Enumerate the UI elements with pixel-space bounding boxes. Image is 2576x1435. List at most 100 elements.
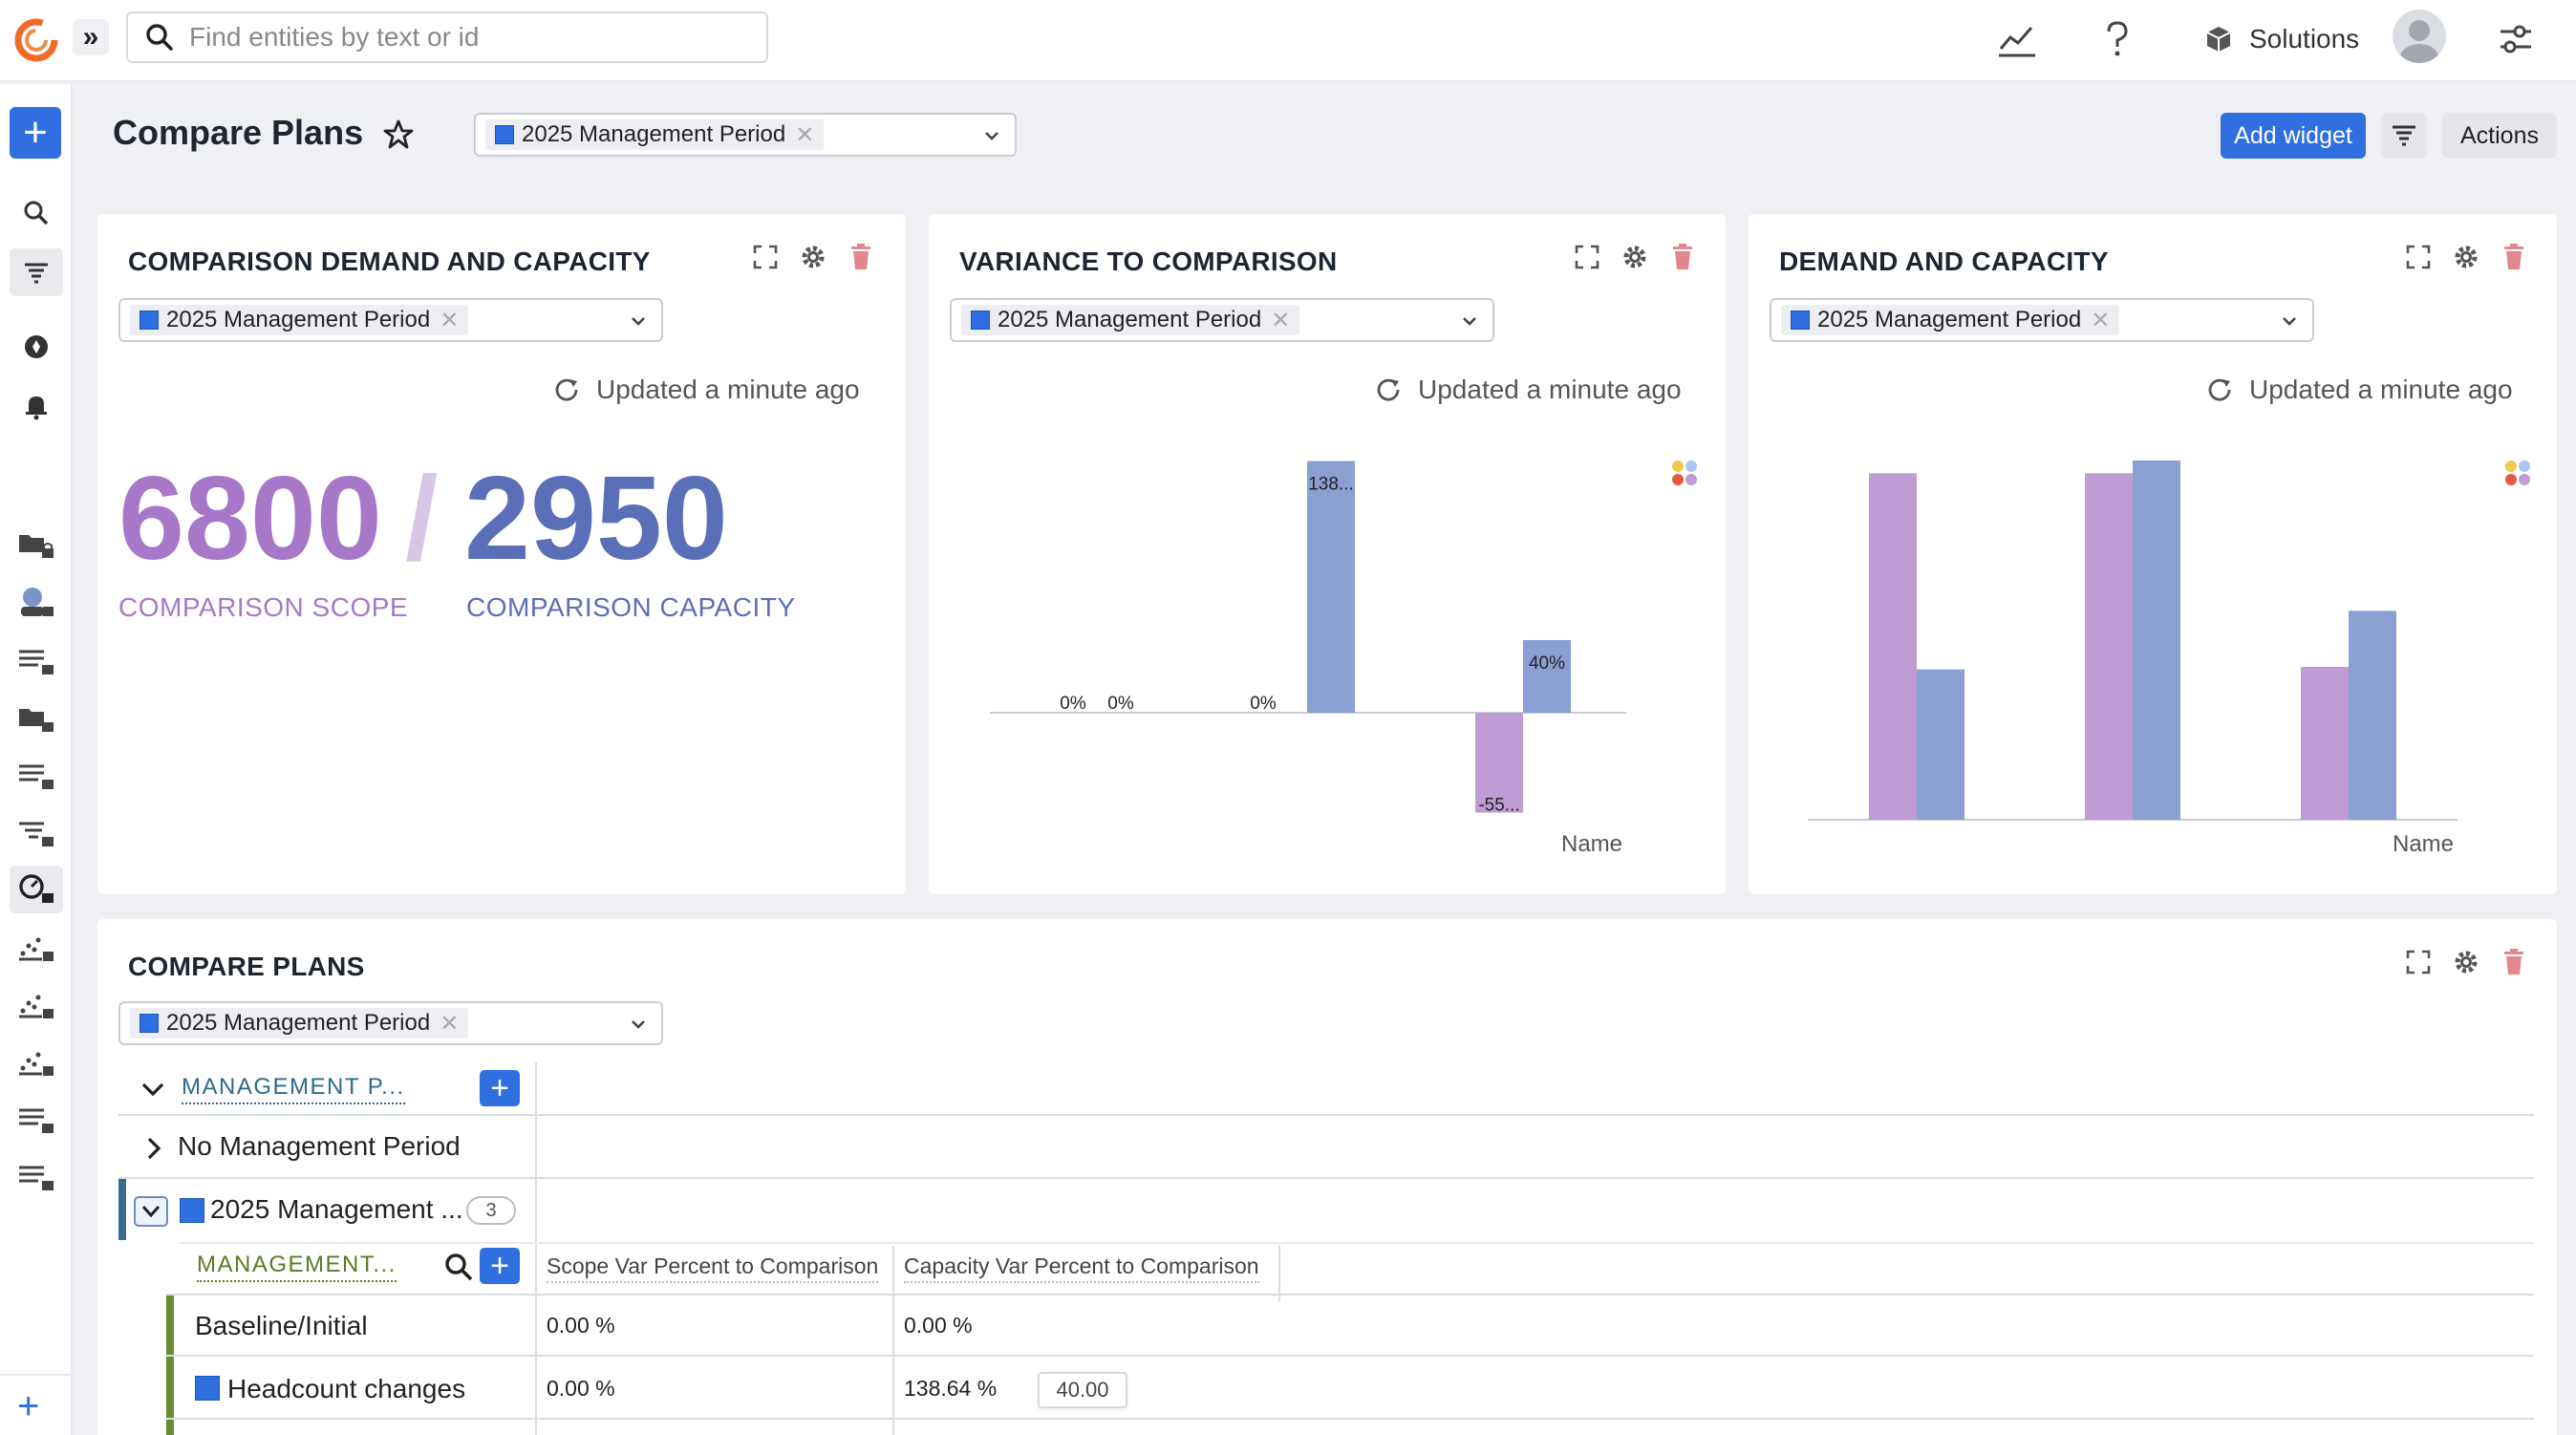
trash-icon[interactable] bbox=[1670, 243, 1695, 271]
period-color-swatch bbox=[971, 311, 990, 330]
column-header-scope-var[interactable]: Scope Var Percent to Comparison bbox=[547, 1253, 879, 1283]
rail-divider bbox=[0, 1374, 73, 1376]
trash-icon[interactable] bbox=[848, 243, 873, 271]
rail-notifications-icon[interactable] bbox=[10, 382, 63, 430]
add-widget-button[interactable]: Add widget bbox=[2221, 113, 2366, 159]
app-logo[interactable] bbox=[10, 13, 63, 67]
row-drag-handle[interactable] bbox=[166, 1296, 174, 1435]
rail-folder-lock-icon-2[interactable] bbox=[10, 696, 63, 743]
expand-sidebar-button[interactable]: » bbox=[73, 19, 109, 55]
widget-3-period-select[interactable]: 2025 Management Period ✕ bbox=[1770, 298, 2314, 342]
solutions-menu[interactable]: Solutions bbox=[2203, 15, 2359, 63]
remove-chip-icon[interactable]: ✕ bbox=[1271, 307, 1291, 333]
rail-person-lock-icon[interactable] bbox=[10, 579, 63, 627]
rail-folder-lock-icon[interactable] bbox=[10, 522, 63, 569]
cube-icon bbox=[2206, 27, 2231, 52]
remove-chip-icon[interactable]: ✕ bbox=[440, 1010, 460, 1037]
period-color-swatch bbox=[1791, 311, 1810, 330]
column-header-capacity-var[interactable]: Capacity Var Percent to Comparison bbox=[904, 1253, 1259, 1283]
row-divider bbox=[180, 1242, 2534, 1244]
period-chip-label: 2025 Management Period bbox=[1817, 307, 2082, 332]
settings-sliders-icon[interactable] bbox=[2492, 15, 2540, 63]
chevron-down-icon bbox=[141, 1206, 161, 1218]
refresh-icon[interactable] bbox=[1374, 375, 1403, 404]
widget-2-period-select[interactable]: 2025 Management Period ✕ bbox=[950, 298, 1494, 342]
refresh-icon[interactable] bbox=[552, 375, 581, 404]
period-color-swatch bbox=[140, 1014, 159, 1033]
cell-headcount-scope-var[interactable]: 0.00 % bbox=[547, 1376, 615, 1401]
solutions-label: Solutions bbox=[2249, 24, 2360, 54]
gear-icon[interactable] bbox=[799, 243, 827, 271]
subgroup-header-management[interactable]: MANAGEMENT... bbox=[197, 1252, 397, 1282]
rail-list-lock-icon-2[interactable] bbox=[10, 753, 63, 801]
cell-edit-tooltip[interactable]: 40.00 bbox=[1038, 1372, 1127, 1408]
filter-button[interactable] bbox=[2381, 113, 2427, 159]
period-chip: 2025 Management Period ✕ bbox=[130, 1008, 469, 1039]
period-chip-label: 2025 Management Period bbox=[166, 1010, 431, 1036]
rail-scatter-lock-icon-2[interactable] bbox=[10, 982, 63, 1030]
period-chip: 2025 Management Period ✕ bbox=[1781, 305, 2120, 335]
analytics-icon[interactable] bbox=[1993, 15, 2041, 63]
trash-icon[interactable] bbox=[2501, 243, 2526, 271]
value-separator: / bbox=[405, 453, 439, 585]
comparison-scope-value: 6800 bbox=[118, 453, 382, 585]
rail-filter-icon[interactable] bbox=[10, 248, 63, 296]
rail-compass-icon[interactable] bbox=[10, 323, 63, 371]
gear-icon[interactable] bbox=[1621, 243, 1649, 271]
rail-list-lock-icon-1[interactable] bbox=[10, 638, 63, 686]
page-period-select[interactable]: 2025 Management Period ✕ bbox=[474, 113, 1017, 157]
search-input[interactable] bbox=[189, 22, 724, 53]
global-search[interactable] bbox=[126, 11, 768, 63]
favorite-star-icon[interactable] bbox=[382, 118, 415, 151]
row-headcount-changes[interactable]: Headcount changes bbox=[227, 1374, 466, 1403]
fullscreen-icon[interactable] bbox=[1575, 245, 1599, 269]
cell-headcount-capacity-var[interactable]: 138.64 % bbox=[904, 1376, 998, 1401]
group-header-management-period[interactable]: MANAGEMENT P... bbox=[182, 1074, 405, 1104]
cell-baseline-capacity-var[interactable]: 0.00 % bbox=[904, 1313, 973, 1338]
user-avatar[interactable] bbox=[2393, 10, 2446, 63]
gear-icon[interactable] bbox=[2452, 948, 2480, 976]
actions-button[interactable]: Actions bbox=[2442, 113, 2557, 159]
collapse-row-toggle[interactable] bbox=[134, 1196, 168, 1227]
refresh-icon[interactable] bbox=[2205, 375, 2234, 404]
rail-scatter-lock-icon-1[interactable] bbox=[10, 925, 63, 973]
rail-search-icon[interactable] bbox=[10, 189, 63, 237]
fullscreen-icon[interactable] bbox=[2406, 245, 2431, 269]
left-rail: + + bbox=[0, 84, 73, 1435]
legend-toggle-icon[interactable] bbox=[1670, 459, 1699, 487]
help-icon[interactable] bbox=[2098, 15, 2136, 63]
period-chip: 2025 Management Period ✕ bbox=[130, 305, 469, 335]
remove-chip-icon[interactable]: ✕ bbox=[2091, 307, 2111, 333]
add-subgroup-button[interactable]: + bbox=[480, 1248, 520, 1284]
row-no-management-period[interactable]: No Management Period bbox=[178, 1131, 461, 1161]
rail-list-lock-icon-3[interactable] bbox=[10, 1097, 63, 1145]
rail-scatter-lock-icon-3[interactable] bbox=[10, 1039, 63, 1087]
fullscreen-icon[interactable] bbox=[753, 245, 778, 269]
row-baseline-initial[interactable]: Baseline/Initial bbox=[195, 1311, 368, 1340]
add-group-button[interactable]: + bbox=[480, 1070, 520, 1106]
gear-icon[interactable] bbox=[2452, 243, 2480, 271]
chevron-down-icon bbox=[632, 1020, 645, 1029]
rail-add-icon[interactable]: + bbox=[17, 1385, 40, 1427]
chevron-down-icon bbox=[985, 132, 998, 140]
row-drag-handle[interactable] bbox=[118, 1179, 126, 1240]
expand-row-chevron-icon[interactable] bbox=[141, 1135, 164, 1162]
cell-baseline-scope-var[interactable]: 0.00 % bbox=[547, 1313, 615, 1338]
rail-sort-lock-icon[interactable] bbox=[10, 810, 63, 858]
widget-1-period-select[interactable]: 2025 Management Period ✕ bbox=[118, 298, 663, 342]
search-column-icon[interactable] bbox=[443, 1252, 474, 1282]
rail-list-lock-icon-4[interactable] bbox=[10, 1154, 63, 1202]
widget-tools bbox=[753, 243, 873, 271]
fullscreen-icon[interactable] bbox=[2406, 950, 2431, 975]
collapse-group-chevron-icon[interactable] bbox=[140, 1076, 166, 1103]
widget-4-period-select[interactable]: 2025 Management Period ✕ bbox=[118, 1001, 663, 1045]
legend-toggle-icon[interactable] bbox=[2503, 459, 2532, 487]
trash-icon[interactable] bbox=[2501, 948, 2526, 976]
create-button[interactable]: + bbox=[10, 107, 61, 159]
row-2025-management-period[interactable]: 2025 Management ... bbox=[210, 1194, 463, 1224]
period-color-swatch bbox=[180, 1198, 204, 1223]
remove-chip-icon[interactable]: ✕ bbox=[440, 307, 460, 333]
period-chip-label: 2025 Management Period bbox=[522, 121, 786, 147]
remove-chip-icon[interactable]: ✕ bbox=[795, 121, 815, 148]
rail-compare-plans-icon[interactable] bbox=[10, 866, 63, 913]
